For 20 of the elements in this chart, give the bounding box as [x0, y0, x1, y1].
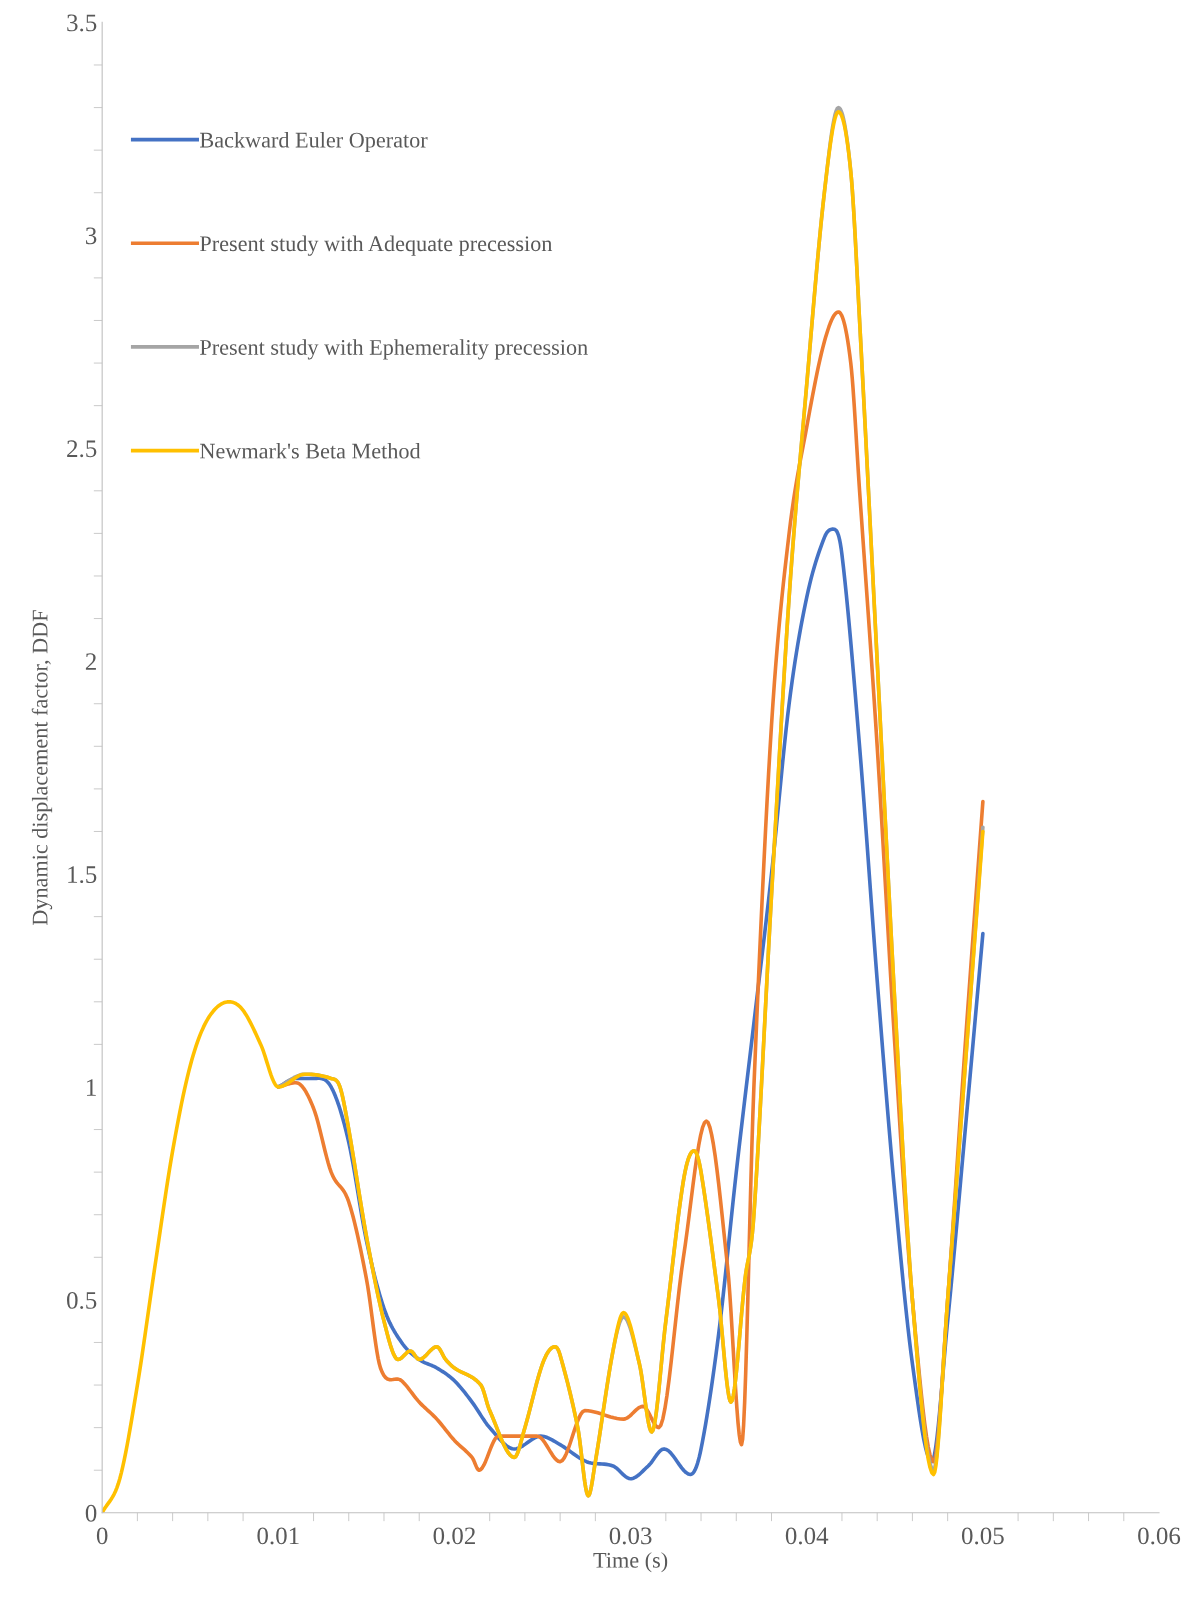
y-tick-label: 3.5 — [67, 14, 97, 32]
y-axis-title: Dynamic displacement factor, DDF — [31, 610, 53, 926]
y-tick-label: 0 — [85, 1504, 97, 1522]
y-tick-label: 1.5 — [68, 866, 97, 884]
x-tick-label: 0.04 — [785, 1527, 829, 1545]
y-tick-label: 0.5 — [67, 1291, 97, 1309]
x-tick-label: 0.06 — [1138, 1527, 1181, 1545]
x-tick-label: 0.02 — [433, 1527, 475, 1545]
legend-label: Present study with Adequate precession — [200, 235, 553, 256]
legend-label: Backward Euler Operator — [200, 131, 428, 153]
y-tick-label: 3 — [86, 227, 97, 245]
y-tick-label: 2 — [85, 653, 96, 670]
legend-label: Newmark's Beta Method — [200, 442, 421, 459]
x-tick-label: 0.05 — [961, 1527, 1004, 1545]
y-tick-label: 2.5 — [67, 440, 97, 458]
x-axis-title: Time (s) — [593, 1552, 668, 1573]
x-tick-label: 0.01 — [257, 1527, 299, 1545]
legend-label: Present study with Ephemerality precession — [200, 339, 588, 360]
x-tick-label: 0.03 — [609, 1527, 652, 1545]
y-tick-label: 1 — [87, 1079, 96, 1096]
